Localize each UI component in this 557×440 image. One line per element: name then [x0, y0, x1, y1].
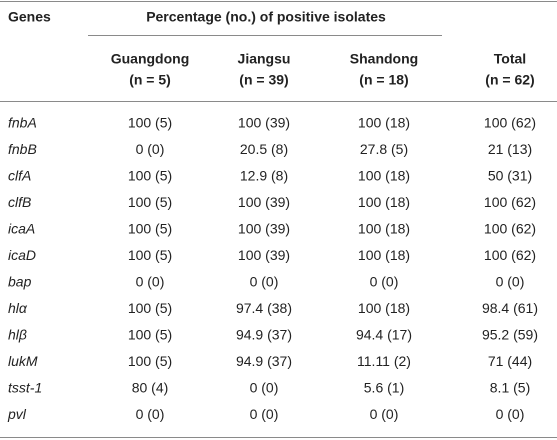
cell-value: 71 (44) [488, 353, 532, 369]
cell-value: 0 (0) [370, 406, 399, 422]
cell-value: 100 (39) [238, 247, 290, 263]
cell-value: 0 (0) [136, 141, 165, 157]
gene-name: lukM [8, 353, 38, 369]
gene-name: hlα [8, 300, 28, 316]
cell-value: 100 (5) [128, 327, 172, 343]
column-count: (n = 62) [485, 72, 534, 88]
cell-value: 100 (39) [238, 194, 290, 210]
cell-value: 100 (39) [238, 115, 290, 131]
cell-value: 0 (0) [496, 406, 525, 422]
cell-value: 100 (18) [358, 168, 410, 184]
cell-value: 0 (0) [370, 274, 399, 290]
cell-value: 100 (18) [358, 221, 410, 237]
cell-value: 100 (62) [484, 194, 536, 210]
group-header: Percentage (no.) of positive isolates [146, 9, 386, 25]
cell-value: 100 (5) [128, 194, 172, 210]
cell-value: 12.9 (8) [240, 168, 288, 184]
gene-name: bap [8, 274, 32, 290]
cell-value: 95.2 (59) [482, 327, 538, 343]
cell-value: 100 (18) [358, 115, 410, 131]
column-count: (n = 39) [239, 72, 288, 88]
cell-value: 100 (5) [128, 353, 172, 369]
cell-value: 100 (18) [358, 194, 410, 210]
cell-value: 100 (62) [484, 115, 536, 131]
cell-value: 21 (13) [488, 141, 532, 157]
column-count: (n = 5) [129, 72, 171, 88]
cell-value: 97.4 (38) [236, 300, 292, 316]
column-name: Jiangsu [238, 51, 291, 67]
gene-name: icaA [8, 221, 35, 237]
cell-value: 8.1 (5) [490, 380, 530, 396]
cell-value: 98.4 (61) [482, 300, 538, 316]
cell-value: 0 (0) [250, 274, 279, 290]
cell-value: 0 (0) [250, 380, 279, 396]
cell-value: 94.4 (17) [356, 327, 412, 343]
gene-name: icaD [8, 247, 36, 263]
column-name: Guangdong [111, 51, 190, 67]
cell-value: 100 (39) [238, 221, 290, 237]
cell-value: 0 (0) [496, 274, 525, 290]
cell-value: 80 (4) [132, 380, 169, 396]
cell-value: 0 (0) [136, 406, 165, 422]
cell-value: 94.9 (37) [236, 327, 292, 343]
gene-name: fnbB [8, 141, 37, 157]
cell-value: 100 (62) [484, 221, 536, 237]
cell-value: 11.11 (2) [357, 353, 411, 369]
cell-value: 5.6 (1) [364, 380, 404, 396]
cell-value: 20.5 (8) [240, 141, 288, 157]
cell-value: 100 (5) [128, 300, 172, 316]
gene-name: pvl [7, 406, 27, 422]
cell-value: 0 (0) [136, 274, 165, 290]
column-count: (n = 18) [359, 72, 408, 88]
cell-value: 27.8 (5) [360, 141, 408, 157]
cell-value: 100 (18) [358, 300, 410, 316]
cell-value: 100 (5) [128, 115, 172, 131]
cell-value: 50 (31) [488, 168, 532, 184]
cell-value: 100 (5) [128, 221, 172, 237]
gene-name: hlβ [8, 327, 27, 343]
cell-value: 100 (18) [358, 247, 410, 263]
column-name: Total [494, 51, 526, 67]
cell-value: 100 (5) [128, 168, 172, 184]
cell-value: 100 (62) [484, 247, 536, 263]
cell-value: 94.9 (37) [236, 353, 292, 369]
column-name: Shandong [350, 51, 418, 67]
gene-name: clfA [8, 168, 31, 184]
gene-name: fnbA [8, 115, 37, 131]
gene-name: clfB [8, 194, 31, 210]
genes-header: Genes [8, 9, 51, 25]
cell-value: 0 (0) [250, 406, 279, 422]
gene-name: tsst-1 [8, 380, 42, 396]
cell-value: 100 (5) [128, 247, 172, 263]
